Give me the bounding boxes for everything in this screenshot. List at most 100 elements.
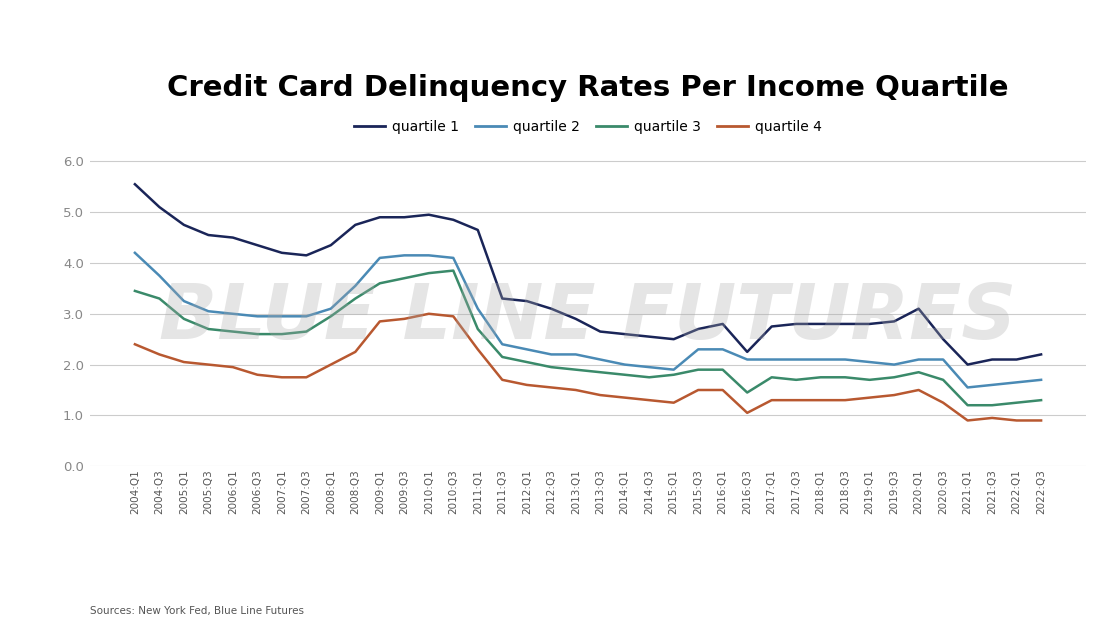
quartile 3 bbox=[276, 330, 289, 338]
quartile 4 bbox=[251, 371, 264, 379]
quartile 2 bbox=[398, 251, 411, 259]
quartile 4 bbox=[447, 312, 460, 320]
quartile 2 bbox=[716, 346, 729, 353]
quartile 2 bbox=[839, 356, 852, 364]
quartile 2 bbox=[862, 358, 876, 366]
quartile 3 bbox=[422, 270, 436, 277]
quartile 4 bbox=[887, 391, 900, 399]
quartile 2 bbox=[1035, 376, 1048, 384]
quartile 3 bbox=[691, 366, 704, 374]
quartile 1 bbox=[348, 221, 362, 229]
quartile 1 bbox=[961, 361, 974, 369]
quartile 2 bbox=[936, 356, 950, 364]
quartile 2 bbox=[1010, 379, 1024, 386]
quartile 4 bbox=[152, 351, 166, 358]
quartile 1 bbox=[202, 231, 215, 239]
quartile 4 bbox=[520, 381, 533, 389]
quartile 4 bbox=[495, 376, 508, 384]
quartile 4 bbox=[912, 386, 925, 394]
quartile 2 bbox=[177, 297, 190, 305]
quartile 1 bbox=[152, 203, 166, 211]
quartile 1 bbox=[398, 214, 411, 221]
quartile 2 bbox=[152, 272, 166, 280]
quartile 1 bbox=[569, 315, 582, 323]
quartile 4 bbox=[765, 396, 778, 404]
quartile 1 bbox=[790, 320, 803, 328]
quartile 2 bbox=[887, 361, 900, 369]
quartile 4 bbox=[544, 384, 558, 391]
quartile 2 bbox=[472, 305, 485, 312]
Line: quartile 4: quartile 4 bbox=[134, 314, 1042, 420]
quartile 4 bbox=[202, 361, 215, 369]
quartile 2 bbox=[912, 356, 925, 364]
quartile 3 bbox=[618, 371, 632, 379]
quartile 2 bbox=[594, 356, 607, 364]
quartile 4 bbox=[569, 386, 582, 394]
quartile 3 bbox=[790, 376, 803, 384]
quartile 1 bbox=[544, 305, 558, 312]
quartile 1 bbox=[643, 333, 656, 340]
quartile 4 bbox=[594, 391, 607, 399]
quartile 1 bbox=[839, 320, 852, 328]
quartile 3 bbox=[128, 287, 141, 295]
quartile 4 bbox=[300, 374, 314, 381]
quartile 2 bbox=[740, 356, 754, 364]
quartile 2 bbox=[814, 356, 828, 364]
quartile 4 bbox=[740, 409, 754, 416]
quartile 3 bbox=[348, 295, 362, 302]
quartile 3 bbox=[544, 364, 558, 371]
quartile 2 bbox=[324, 305, 337, 312]
quartile 4 bbox=[986, 414, 999, 421]
quartile 4 bbox=[128, 340, 141, 348]
quartile 3 bbox=[668, 371, 681, 379]
quartile 1 bbox=[128, 180, 141, 188]
quartile 3 bbox=[495, 353, 508, 361]
quartile 3 bbox=[862, 376, 876, 384]
quartile 4 bbox=[472, 346, 485, 353]
quartile 1 bbox=[520, 297, 533, 305]
quartile 3 bbox=[814, 374, 828, 381]
quartile 4 bbox=[276, 374, 289, 381]
quartile 3 bbox=[1010, 399, 1024, 406]
quartile 3 bbox=[716, 366, 729, 374]
quartile 2 bbox=[447, 254, 460, 261]
quartile 2 bbox=[765, 356, 778, 364]
quartile 4 bbox=[1035, 416, 1048, 424]
quartile 3 bbox=[472, 325, 485, 333]
Text: Sources: New York Fed, Blue Line Futures: Sources: New York Fed, Blue Line Futures bbox=[90, 606, 304, 616]
quartile 4 bbox=[226, 364, 240, 371]
quartile 4 bbox=[348, 348, 362, 356]
quartile 3 bbox=[569, 366, 582, 374]
Line: quartile 1: quartile 1 bbox=[134, 184, 1042, 365]
quartile 4 bbox=[961, 416, 974, 424]
quartile 4 bbox=[422, 310, 436, 318]
quartile 4 bbox=[373, 318, 386, 325]
quartile 1 bbox=[495, 295, 508, 302]
quartile 2 bbox=[618, 361, 632, 369]
quartile 2 bbox=[668, 366, 681, 374]
quartile 3 bbox=[936, 376, 950, 384]
quartile 3 bbox=[177, 315, 190, 323]
quartile 2 bbox=[495, 340, 508, 348]
quartile 3 bbox=[202, 325, 215, 333]
quartile 3 bbox=[324, 312, 337, 320]
quartile 1 bbox=[986, 356, 999, 364]
quartile 3 bbox=[594, 369, 607, 376]
quartile 3 bbox=[447, 267, 460, 275]
quartile 1 bbox=[251, 241, 264, 249]
quartile 1 bbox=[862, 320, 876, 328]
quartile 1 bbox=[226, 234, 240, 241]
quartile 1 bbox=[177, 221, 190, 229]
quartile 3 bbox=[398, 275, 411, 282]
quartile 1 bbox=[1035, 351, 1048, 358]
quartile 4 bbox=[1010, 416, 1024, 424]
quartile 3 bbox=[373, 280, 386, 287]
quartile 1 bbox=[472, 226, 485, 234]
quartile 1 bbox=[912, 305, 925, 312]
quartile 1 bbox=[887, 318, 900, 325]
Text: BLUE LINE FUTURES: BLUE LINE FUTURES bbox=[159, 281, 1017, 355]
quartile 3 bbox=[765, 374, 778, 381]
quartile 2 bbox=[128, 249, 141, 256]
quartile 3 bbox=[643, 374, 656, 381]
quartile 4 bbox=[814, 396, 828, 404]
